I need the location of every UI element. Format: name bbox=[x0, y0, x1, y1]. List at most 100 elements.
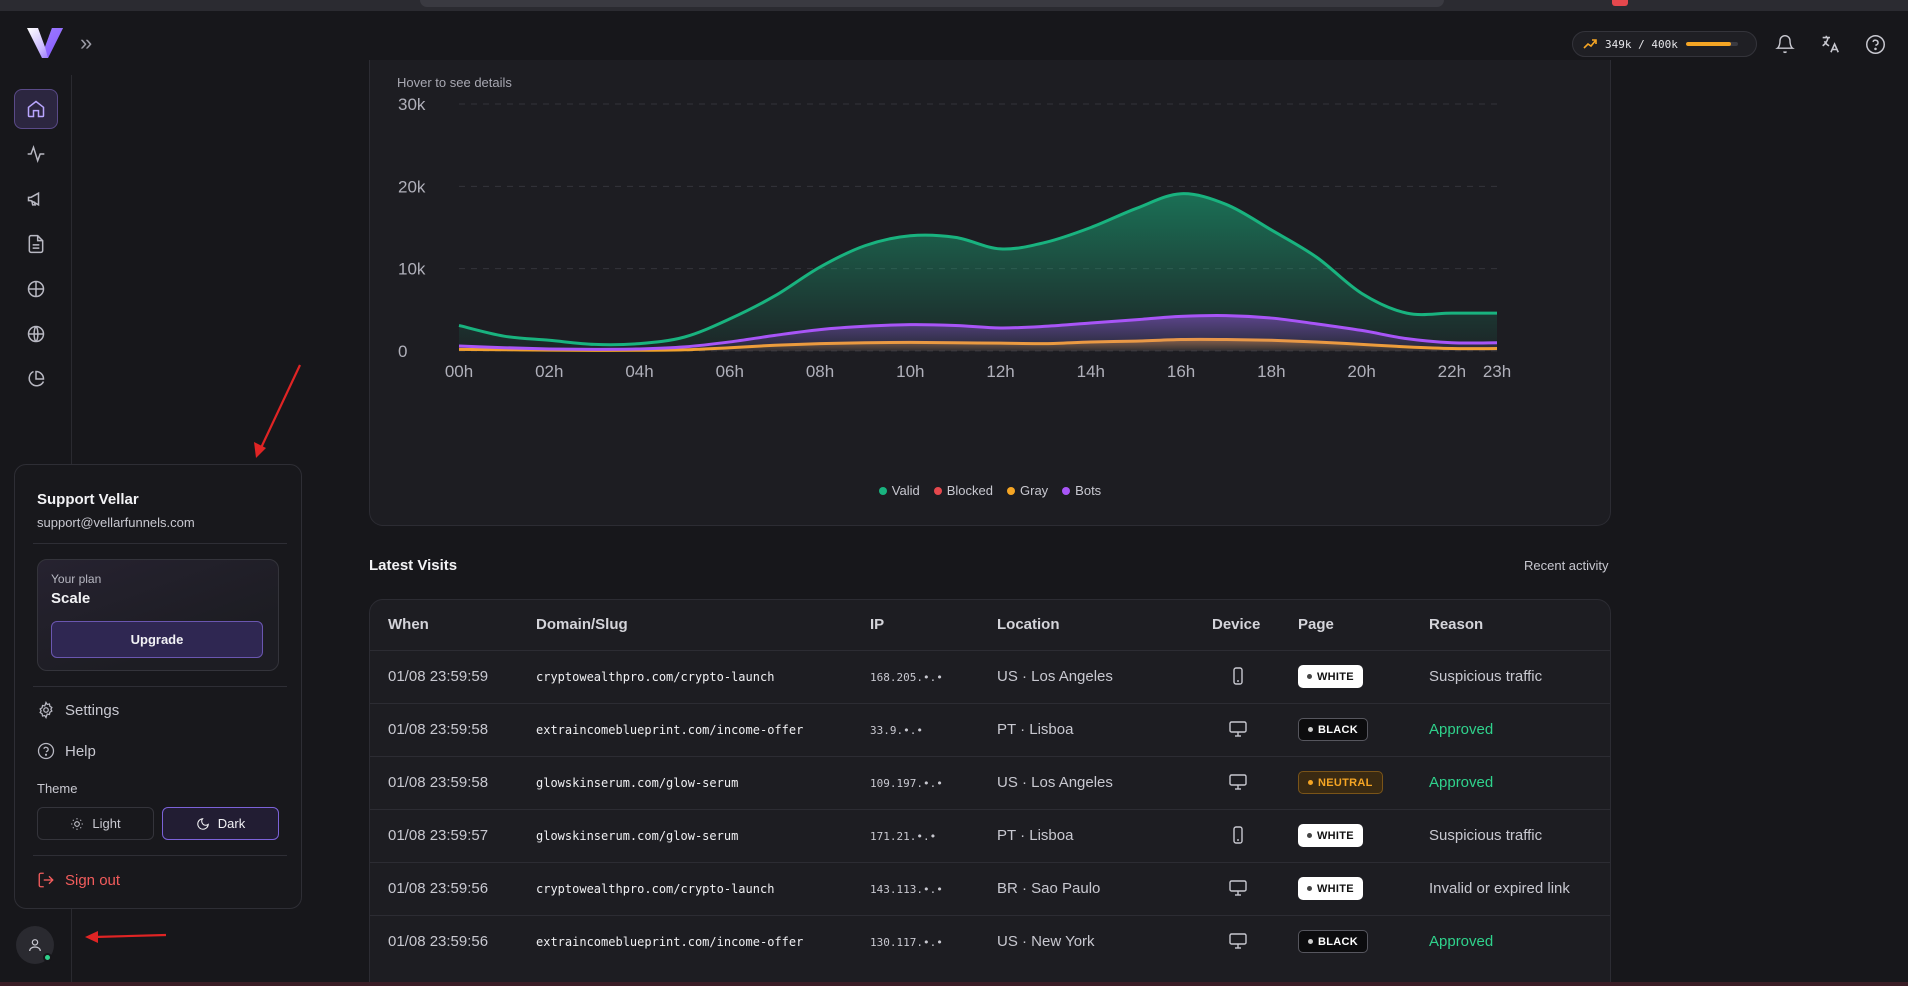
help-icon[interactable] bbox=[1862, 31, 1888, 57]
bell-icon[interactable] bbox=[1772, 31, 1798, 57]
sidebar-item-home[interactable] bbox=[14, 89, 58, 129]
theme-dark-button[interactable]: Dark bbox=[162, 807, 279, 840]
cell-domain: extraincomeblueprint.com/income-offer bbox=[536, 935, 804, 949]
badge-label: WHITE bbox=[1317, 670, 1354, 683]
x-tick-label: 23h bbox=[1483, 362, 1511, 381]
cell-when: 01/08 23:59:57 bbox=[388, 827, 489, 844]
x-tick-label: 06h bbox=[716, 362, 744, 381]
table-row[interactable]: 01/08 23:59:58 glowskinserum.com/glow-ser… bbox=[370, 756, 1610, 809]
cell-ip: 168.205.•.• bbox=[870, 671, 943, 684]
user-menu: Support Vellar support@vellarfunnels.com… bbox=[14, 464, 302, 909]
desktop-device-icon bbox=[1229, 932, 1247, 950]
traffic-area-chart[interactable]: 0 10k 20k 30k 00h 02h 04h 06h 08h 10h 12h 14h 16h 18h… bbox=[370, 60, 1612, 526]
cell-domain: glowskinserum.com/glow-serum bbox=[536, 829, 739, 843]
sign-out-menu-item[interactable]: Sign out bbox=[37, 868, 120, 892]
table-row[interactable]: 01/08 23:59:56 extraincomeblueprint.com/i… bbox=[370, 915, 1610, 968]
user-icon bbox=[29, 939, 41, 952]
desktop-device-icon bbox=[1229, 720, 1247, 738]
user-email: support@vellarfunnels.com bbox=[37, 515, 195, 530]
badge-label: BLACK bbox=[1318, 723, 1358, 736]
sidebar-item-pages[interactable] bbox=[14, 224, 58, 264]
x-tick-label: 02h bbox=[535, 362, 563, 381]
latest-visits-title: Latest Visits bbox=[369, 557, 458, 574]
sidebar-item-campaigns[interactable] bbox=[14, 179, 58, 219]
cell-domain: cryptowealthpro.com/crypto-launch bbox=[536, 670, 775, 684]
theme-light-label: Light bbox=[92, 816, 121, 831]
theme-light-button[interactable]: Light bbox=[37, 807, 154, 840]
upgrade-button[interactable]: Upgrade bbox=[51, 621, 263, 658]
page-badge: WHITE bbox=[1298, 665, 1363, 688]
traffic-chart-card: Hover to see details 0 10k 20k 30k 00h 02h 04h… bbox=[369, 60, 1611, 526]
x-tick-label: 16h bbox=[1167, 362, 1195, 381]
series-area-bots[interactable] bbox=[459, 315, 1497, 351]
cell-when: 01/08 23:59:56 bbox=[388, 933, 489, 950]
column-domain: Domain/Slug bbox=[536, 616, 628, 633]
sidebar-item-domains[interactable] bbox=[14, 314, 58, 354]
mobile-device-icon bbox=[1231, 826, 1245, 844]
badge-dot bbox=[1308, 727, 1313, 732]
menu-divider bbox=[33, 686, 287, 687]
table-row[interactable]: 01/08 23:59:57 glowskinserum.com/glow-ser… bbox=[370, 809, 1610, 862]
activity-icon bbox=[27, 145, 45, 163]
table-row[interactable]: 01/08 23:59:56 cryptowealthpro.com/crypto… bbox=[370, 862, 1610, 915]
sidebar-item-targeting[interactable] bbox=[14, 269, 58, 309]
x-tick-label: 10h bbox=[896, 362, 924, 381]
globe-icon bbox=[27, 325, 45, 343]
usage-meter[interactable]: 349k / 400k bbox=[1572, 31, 1757, 57]
expand-sidebar-icon[interactable]: » bbox=[80, 30, 93, 55]
cell-ip: 171.21.•.• bbox=[870, 830, 937, 843]
column-ip: IP bbox=[870, 616, 885, 633]
legend-item-bots[interactable]: Bots bbox=[1062, 483, 1101, 498]
x-tick-label: 04h bbox=[625, 362, 653, 381]
user-name: Support Vellar bbox=[37, 491, 139, 508]
cell-ip: 143.113.•.• bbox=[870, 883, 943, 896]
table-row[interactable]: 01/08 23:59:58 extraincomeblueprint.com/i… bbox=[370, 703, 1610, 756]
annotation-arrow-left bbox=[85, 931, 167, 943]
plan-label: Your plan bbox=[51, 572, 102, 586]
column-location: Location bbox=[997, 616, 1060, 633]
cell-ip: 130.117.•.• bbox=[870, 936, 943, 949]
cell-location: PT · Lisboa bbox=[997, 721, 1074, 738]
column-when: When bbox=[388, 616, 429, 633]
user-avatar-button[interactable] bbox=[16, 926, 54, 964]
legend-label: Gray bbox=[1020, 483, 1049, 498]
help-circle-icon bbox=[37, 742, 55, 760]
column-reason: Reason bbox=[1429, 616, 1484, 633]
sign-out-label: Sign out bbox=[65, 871, 121, 889]
legend-label: Valid bbox=[891, 483, 920, 498]
legend-dot bbox=[1007, 486, 1015, 495]
series-line-valid bbox=[458, 192, 1497, 347]
sidebar-item-activity[interactable] bbox=[14, 134, 58, 174]
settings-menu-item[interactable]: Settings bbox=[37, 698, 119, 722]
badge-label: NEUTRAL bbox=[1318, 776, 1373, 789]
x-tick-label: 20h bbox=[1347, 362, 1375, 381]
x-tick-label: 12h bbox=[986, 362, 1014, 381]
latest-visits-table: When Domain/Slug IP Location Device Page… bbox=[369, 599, 1611, 986]
help-menu-item[interactable]: Help bbox=[37, 739, 96, 763]
series-area-valid[interactable] bbox=[459, 193, 1497, 351]
annotation-arrow-down bbox=[254, 364, 301, 458]
y-tick-label: 30k bbox=[398, 95, 426, 114]
help-label: Help bbox=[65, 742, 96, 760]
browser-url-bar[interactable] bbox=[420, 0, 1444, 7]
legend-item-valid[interactable]: Valid bbox=[878, 483, 920, 498]
cell-when: 01/08 23:59:56 bbox=[388, 880, 489, 897]
legend-label: Blocked bbox=[946, 483, 993, 498]
cell-location: US · Los Angeles bbox=[997, 774, 1113, 791]
table-row[interactable]: 01/08 23:59:59 cryptowealthpro.com/crypto… bbox=[370, 650, 1610, 703]
badge-dot bbox=[1308, 780, 1313, 785]
trending-up-icon bbox=[1583, 39, 1597, 49]
cell-domain: glowskinserum.com/glow-serum bbox=[536, 776, 739, 790]
sidebar-item-reports[interactable] bbox=[14, 359, 58, 399]
translate-icon[interactable] bbox=[1817, 31, 1843, 57]
gear-icon bbox=[39, 701, 53, 719]
badge-dot bbox=[1307, 833, 1312, 838]
page-badge: NEUTRAL bbox=[1298, 771, 1383, 794]
legend-item-gray[interactable]: Gray bbox=[1007, 483, 1048, 498]
y-tick-label: 10k bbox=[398, 260, 426, 279]
bottom-edge bbox=[0, 982, 1908, 986]
legend-item-blocked[interactable]: Blocked bbox=[933, 483, 993, 498]
usage-text: 349k / 400k bbox=[1605, 37, 1678, 51]
app-logo[interactable] bbox=[26, 25, 64, 61]
badge-label: WHITE bbox=[1317, 882, 1354, 895]
